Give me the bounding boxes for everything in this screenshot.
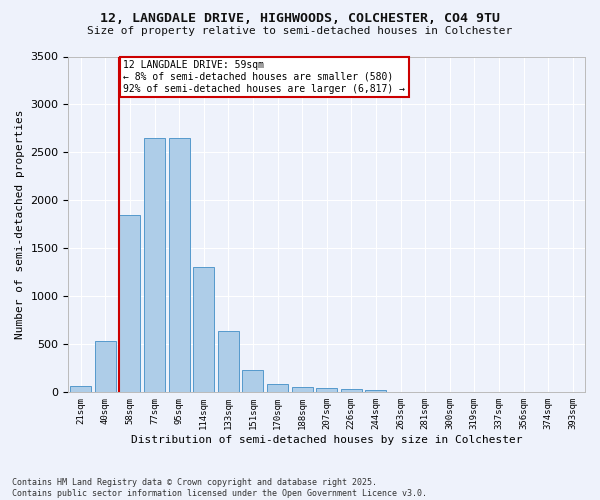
Bar bbox=[365, 390, 386, 392]
Bar bbox=[144, 138, 165, 392]
Bar bbox=[242, 370, 263, 392]
Text: Contains HM Land Registry data © Crown copyright and database right 2025.
Contai: Contains HM Land Registry data © Crown c… bbox=[12, 478, 427, 498]
Text: Size of property relative to semi-detached houses in Colchester: Size of property relative to semi-detach… bbox=[88, 26, 512, 36]
X-axis label: Distribution of semi-detached houses by size in Colchester: Distribution of semi-detached houses by … bbox=[131, 435, 523, 445]
Bar bbox=[218, 331, 239, 392]
Bar bbox=[169, 138, 190, 392]
Bar bbox=[267, 384, 288, 392]
Y-axis label: Number of semi-detached properties: Number of semi-detached properties bbox=[15, 110, 25, 339]
Text: 12, LANGDALE DRIVE, HIGHWOODS, COLCHESTER, CO4 9TU: 12, LANGDALE DRIVE, HIGHWOODS, COLCHESTE… bbox=[100, 12, 500, 26]
Text: 12 LANGDALE DRIVE: 59sqm
← 8% of semi-detached houses are smaller (580)
92% of s: 12 LANGDALE DRIVE: 59sqm ← 8% of semi-de… bbox=[123, 60, 405, 94]
Bar bbox=[341, 390, 362, 392]
Bar bbox=[95, 342, 116, 392]
Bar bbox=[193, 266, 214, 392]
Bar bbox=[316, 388, 337, 392]
Bar bbox=[119, 215, 140, 392]
Bar bbox=[292, 387, 313, 392]
Bar bbox=[70, 386, 91, 392]
